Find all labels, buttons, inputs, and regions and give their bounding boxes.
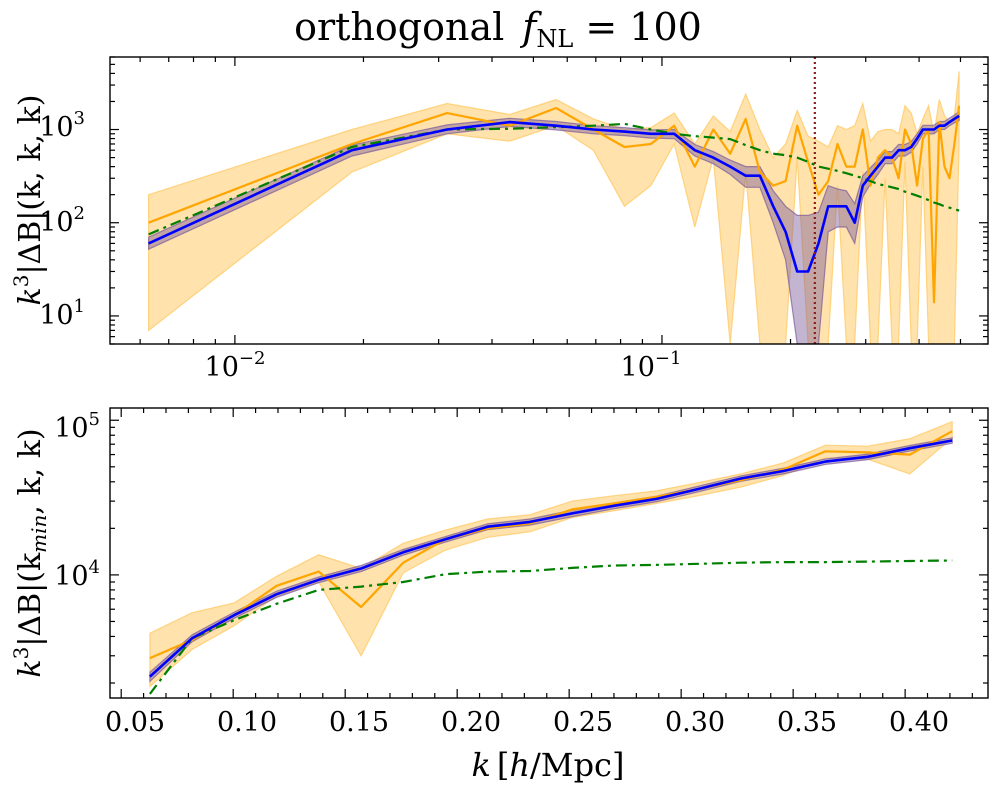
bottom-xtick-label-6: 0.30 (665, 707, 725, 738)
bottom-xtick-label-4: 0.20 (441, 707, 501, 738)
top-panel: 10−2 10−1 101 102 103 k3|ΔB|(k, k, k) (9, 56, 989, 383)
top-xtick-label-1: 10−2 (205, 348, 266, 383)
top-measurement-line (148, 105, 961, 304)
bottom-xtick-label-3: 0.15 (329, 707, 389, 738)
bottom-axes-frame (109, 407, 989, 699)
bottom-ticks (110, 408, 988, 698)
top-axes-frame (109, 56, 989, 345)
top-ylabel: k3|ΔB|(k, k, k) (9, 95, 48, 306)
top-model-band (148, 110, 960, 344)
bottom-theory-line (149, 559, 953, 695)
bottom-measurement-line (149, 430, 953, 660)
top-ticks (110, 56, 988, 345)
title-text: orthogonal (294, 5, 504, 49)
title-rhs: = 100 (573, 5, 702, 49)
title-subscript: NL (536, 25, 573, 53)
top-theory-line (148, 122, 960, 236)
bottom-model-line (149, 439, 953, 678)
bottom-model-band (149, 437, 953, 683)
figure-title: orthogonal fNL = 100 (294, 5, 702, 53)
bottom-xtick-label-5: 0.25 (553, 707, 613, 738)
bottom-xtick-label-2: 0.10 (217, 707, 277, 738)
top-ytick-label-3: 103 (39, 108, 85, 143)
bottom-ytick-label-2: 105 (54, 409, 100, 444)
bottom-xtick-label-7: 0.35 (777, 707, 837, 738)
bottom-ytick-label-1: 104 (54, 557, 100, 592)
top-measurement-band (148, 71, 960, 344)
top-xtick-label-2: 10−1 (621, 348, 682, 383)
top-plot-area (148, 57, 961, 344)
bottom-panel: 0.05 0.10 0.15 0.20 0.25 0.30 0.35 0.40 … (9, 407, 989, 784)
top-model-line (148, 114, 960, 273)
bottom-xtick-label-1: 0.05 (105, 707, 165, 738)
bottom-plot-area (149, 420, 953, 695)
top-ytick-label-1: 101 (39, 296, 85, 331)
bottom-xtick-label-8: 0.40 (889, 707, 949, 738)
bottom-xlabel: k [h/Mpc] (472, 746, 625, 784)
top-ytick-label-2: 102 (39, 203, 85, 238)
bottom-ylabel: k3|ΔB|(kmin, k, k) (9, 428, 51, 677)
